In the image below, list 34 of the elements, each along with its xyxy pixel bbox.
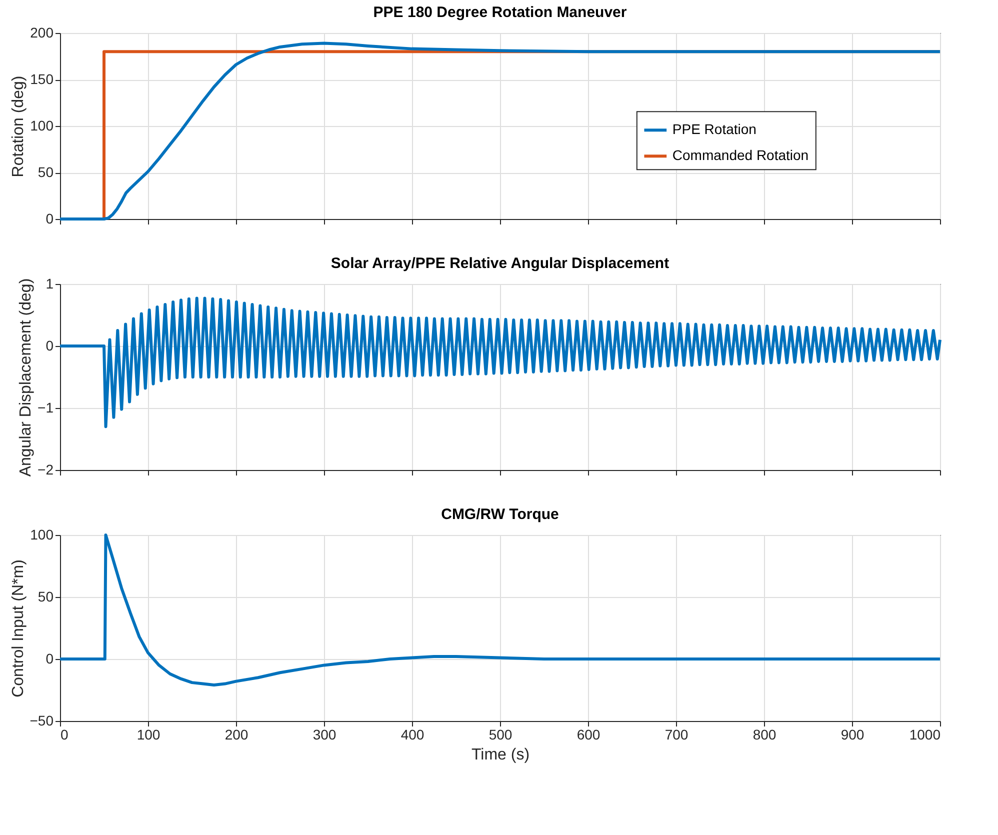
x-tick-label: 800 [752, 726, 776, 742]
x-tick-label: 500 [488, 726, 512, 742]
y-axis-title: Angular Displacement (deg) [18, 278, 35, 477]
y-tick-label: 50 [38, 164, 54, 180]
y-tick-label: −1 [38, 400, 54, 416]
y-tick-label: 0 [46, 338, 54, 354]
x-tick-label: 400 [400, 726, 424, 742]
x-tick-label: 1000 [909, 726, 941, 742]
y-tick-label: 100 [30, 118, 54, 134]
y-tick-label: 100 [30, 526, 54, 542]
x-tick-label: 300 [312, 726, 336, 742]
x-tick-label: 600 [576, 726, 600, 742]
y-tick-label: 50 [38, 588, 54, 604]
legend-label: PPE Rotation [672, 121, 756, 138]
y-tick-label: 1 [46, 276, 54, 292]
y-tick-label: −50 [30, 712, 54, 728]
y-tick-label: 0 [46, 210, 54, 226]
x-tick-label: 0 [60, 726, 68, 742]
legend-label: Commanded Rotation [672, 147, 809, 164]
y-axis-title: Rotation (deg) [10, 76, 28, 178]
y-tick-label: 150 [30, 71, 54, 87]
x-tick-label: 200 [224, 726, 248, 742]
y-tick-label: 200 [30, 24, 54, 40]
y-tick-label: −2 [38, 462, 54, 478]
x-axis-title: Time (s) [471, 746, 530, 764]
x-tick-label: 900 [840, 726, 864, 742]
line-series [58, 296, 942, 428]
x-tick-label: 100 [136, 726, 160, 742]
chart-title: PPE 180 Degree Rotation Maneuver [373, 4, 627, 21]
x-tick-label: 700 [664, 726, 688, 742]
chart-title: CMG/RW Torque [441, 506, 559, 523]
y-tick-label: 0 [46, 650, 54, 666]
y-axis-title: Control Input (N*m) [10, 560, 27, 698]
chart-title: Solar Array/PPE Relative Angular Displacement [330, 255, 670, 272]
